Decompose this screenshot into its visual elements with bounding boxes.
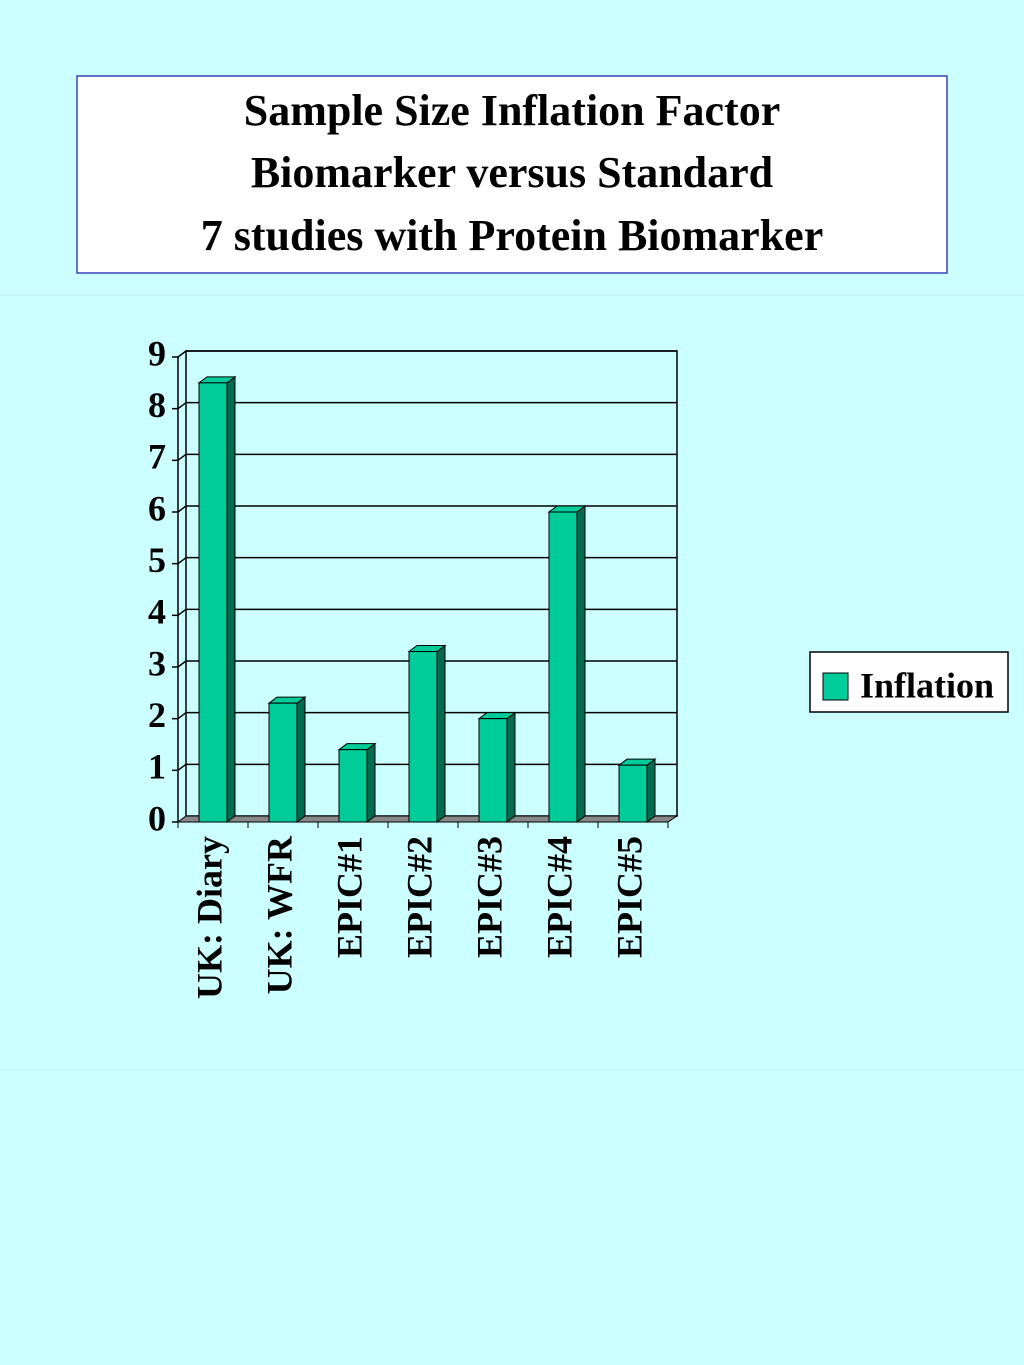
bar [338,749,368,823]
y-tick-label: 6 [148,488,166,528]
chart-title: 7 studies with Protein Biomarker [201,211,824,260]
bar-side [646,758,656,823]
y-tick-label: 3 [148,643,166,683]
y-tick-label: 4 [148,592,166,632]
bar [408,651,438,823]
grid-line [177,505,187,513]
grid-line [177,557,187,565]
chart-title: Biomarker versus Standard [251,148,773,197]
title-box [76,75,948,274]
bar-side [576,505,586,823]
bar-side [296,696,306,823]
grid-line [177,350,187,358]
bar-side [506,711,516,823]
grid-line [177,660,187,668]
x-tick-label: EPIC#2 [399,836,439,958]
y-tick-label: 2 [148,695,166,735]
grid-line [177,453,187,461]
bar [478,718,508,823]
legend-label: Inflation [860,665,994,705]
x-tick-label: EPIC#4 [539,836,579,958]
y-tick-label: 7 [148,437,166,477]
grid-line [177,712,187,720]
x-tick-label: EPIC#5 [609,836,649,958]
chart-title: Sample Size Inflation Factor [244,86,781,135]
y-tick-label: 8 [148,385,166,425]
grid-line [177,608,187,616]
bar-side [226,375,236,823]
bar [618,764,648,823]
x-tick-label: EPIC#3 [469,836,509,958]
bar [198,382,228,823]
grid-line [177,763,187,771]
legend-swatch [822,672,849,701]
x-tick-label: EPIC#1 [329,836,369,958]
y-tick-label: 5 [148,540,166,580]
x-tick-label: UK: WFR [259,835,299,994]
bar [548,511,578,823]
bar-side [366,742,376,823]
grid-line [177,402,187,410]
y-tick-label: 0 [148,798,166,838]
y-tick-label: 1 [148,747,166,787]
bar [268,702,298,823]
x-tick-label: UK: Diary [189,836,229,999]
y-tick-label: 9 [148,333,166,373]
bar-side [436,644,446,823]
